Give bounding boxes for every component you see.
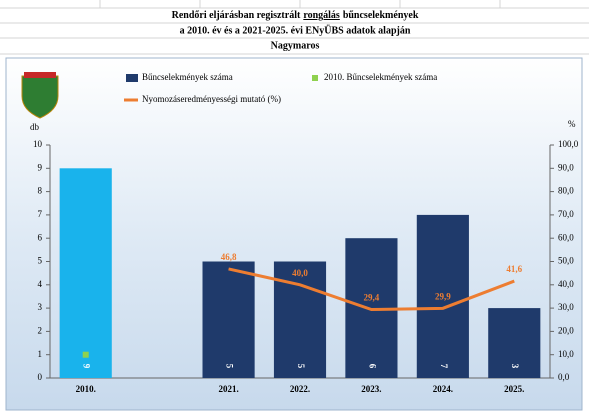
y2-tick-label: 100,0 [558,139,579,149]
line [228,267,515,312]
logo [21,72,59,119]
bar-label: 6 [367,364,377,369]
y2-tick-label: 90,0 [558,162,574,172]
y2-tick-label: 50,0 [558,256,574,266]
y2-tick-label: 70,0 [558,209,574,219]
y2-axis-label: % [568,119,576,129]
sheet-grid [0,0,589,55]
y-tick-label: 4 [38,279,43,289]
x-tick-label: 2024. [433,384,453,394]
line-label: 46,8 [221,252,237,262]
title-part: Rendőri eljárásban regisztrált [172,10,301,21]
y-tick-label: 0 [38,372,43,382]
y-tick-label: 9 [38,162,43,172]
y-tick-label: 6 [38,232,43,242]
x-tick-label: 2023. [361,384,381,394]
y2-tick-label: 40,0 [558,279,574,289]
y2-tick-label: 10,0 [558,349,574,359]
x-tick-label: 2025. [504,384,524,394]
legend-label: 2010. Bűncselekmények száma [324,72,437,82]
legend-swatch [312,75,318,81]
bar-label: 9 [82,364,92,369]
chart-subtitle: a 2010. év és a 2021-2025. évi ENyÜBS ad… [180,23,411,36]
bar [202,261,255,378]
y-tick-label: 7 [38,209,43,219]
bar-label: 5 [225,364,235,369]
x-tick-label: 2021. [218,384,238,394]
y-tick-label: 1 [38,349,43,359]
y2-tick-label: 80,0 [558,186,574,196]
legend-label: Nyomozáseredményességi mutató (%) [142,94,281,104]
chart-location: Nagymaros [271,40,320,51]
x-tick-label: 2022. [290,384,310,394]
y2-tick-label: 30,0 [558,302,574,312]
y-tick-label: 5 [38,256,43,266]
bar [59,168,112,378]
line-label: 29,4 [364,293,380,303]
bar-label: 7 [439,364,449,369]
bar [273,261,327,378]
y2-tick-label: 20,0 [558,325,574,335]
bar-label: 3 [510,364,520,369]
bar-label: 5 [296,364,306,369]
line-label: 41,6 [506,264,522,274]
legend-swatch [126,74,138,82]
legend-label: Bűncselekmények száma [142,72,233,82]
bar [488,308,541,378]
chart-title: Rendőri eljárásban regisztrált rongálás bű… [172,10,419,21]
x-tick-label: 2010. [76,384,96,394]
y-tick-label: 3 [38,302,43,312]
y-axis-label: db [30,122,40,132]
y-tick-label: 10 [33,139,43,149]
line-label: 29,9 [435,291,451,301]
y2-tick-label: 60,0 [558,232,574,242]
line-label: 40,0 [292,268,308,278]
point [82,351,89,358]
title-part: bűncselekmények [343,10,419,21]
title-part: rongálás [303,10,340,21]
y-tick-label: 8 [38,186,43,196]
y-tick-label: 2 [38,325,43,335]
bar [416,214,469,378]
y2-tick-label: 0,0 [558,372,570,382]
